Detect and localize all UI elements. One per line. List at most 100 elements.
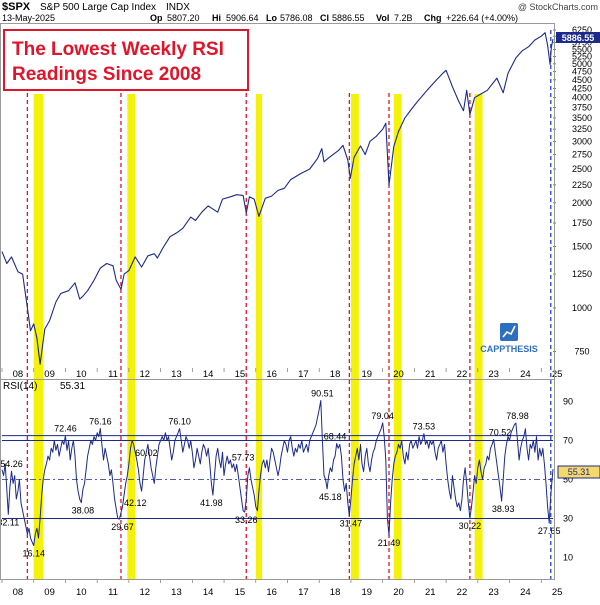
rsi-annotation-15: 45.18 bbox=[319, 492, 342, 502]
low-label: Lo bbox=[266, 13, 277, 23]
rsi-x-tick-label: 22 bbox=[457, 587, 468, 598]
rsi-annotation-24: 27.65 bbox=[538, 526, 561, 536]
highlight-band-price-0 bbox=[33, 94, 44, 379]
rsi-title-value: 55.31 bbox=[60, 381, 85, 392]
logo-text: CAPPTHESIS bbox=[480, 344, 538, 354]
price-tick-label: 3250 bbox=[572, 124, 592, 134]
rsi-annotation-6: 29.67 bbox=[111, 522, 134, 532]
price-tick-label: 2500 bbox=[572, 164, 592, 174]
price-tick-label: 2000 bbox=[572, 198, 592, 208]
rsi-x-tick-label: 13 bbox=[171, 587, 182, 598]
open-value: 5807.20 bbox=[167, 13, 200, 23]
price-tick-label: 1500 bbox=[572, 241, 592, 251]
highlight-band-price-2 bbox=[255, 94, 263, 379]
rsi-annotation-3: 72.46 bbox=[54, 424, 77, 434]
price-x-tick-label: 16 bbox=[266, 369, 277, 380]
price-tick-label: 3750 bbox=[572, 102, 592, 112]
last-price-label: 5886.55 bbox=[562, 33, 595, 43]
rsi-annotation-11: 57.73 bbox=[232, 452, 255, 462]
highlight-band-price-4 bbox=[393, 94, 402, 379]
rsi-tick-label: 10 bbox=[563, 553, 573, 563]
price-tick-label: 3000 bbox=[572, 136, 592, 146]
rsi-x-tick-label: 12 bbox=[139, 587, 150, 598]
change-value: +226.64 (+4.00%) bbox=[446, 13, 518, 23]
rsi-annotation-4: 38.08 bbox=[72, 506, 95, 516]
rsi-x-tick-label: 11 bbox=[108, 587, 118, 598]
rsi-x-tick-label: 16 bbox=[266, 587, 277, 598]
price-x-tick-label: 10 bbox=[76, 369, 87, 380]
high-label: Hi bbox=[212, 13, 221, 23]
close-label: Cl bbox=[320, 13, 329, 23]
rsi-x-tick-label: 14 bbox=[203, 587, 214, 598]
rsi-tick-label: 90 bbox=[563, 397, 573, 407]
price-tick-label: 6250 bbox=[572, 25, 592, 35]
rsi-x-tick-label: 20 bbox=[393, 587, 404, 598]
rsi-annotation-23: 78.98 bbox=[506, 411, 529, 421]
symbol-label: $SPX bbox=[2, 1, 31, 13]
volume-label: Vol bbox=[376, 13, 389, 23]
change-label: Chg bbox=[424, 13, 442, 23]
price-x-tick-label: 08 bbox=[13, 369, 24, 380]
last-price-marker: 5886.55 bbox=[556, 32, 600, 43]
rsi-annotation-12: 33.26 bbox=[235, 515, 258, 525]
rsi-tick-label: 70 bbox=[563, 436, 573, 446]
rsi-annotation-20: 30.22 bbox=[459, 521, 482, 531]
price-x-tick-label: 18 bbox=[330, 369, 341, 380]
price-tick-label: 4500 bbox=[572, 75, 592, 85]
price-tick-label: 3500 bbox=[572, 113, 592, 123]
rsi-annotation-17: 79.04 bbox=[371, 411, 394, 421]
price-tick-label: 5000 bbox=[572, 59, 592, 69]
rsi-annotation-9: 76.10 bbox=[168, 417, 191, 427]
rsi-annotation-16: 31.47 bbox=[340, 519, 363, 529]
price-x-tick-label: 19 bbox=[362, 369, 373, 380]
highlight-band-price-1 bbox=[127, 94, 136, 379]
price-tick-label: 1000 bbox=[572, 303, 592, 313]
price-x-tick-label: 20 bbox=[393, 369, 404, 380]
rsi-x-tick-label: 23 bbox=[488, 587, 499, 598]
price-x-tick-label: 15 bbox=[235, 369, 246, 380]
rsi-annotation-22: 38.93 bbox=[492, 504, 515, 514]
rsi-x-tick-label: 25 bbox=[552, 587, 563, 598]
high-value: 5906.64 bbox=[226, 13, 259, 23]
highlight-band-rsi-0 bbox=[33, 380, 44, 579]
source-label: @ StockCharts.com bbox=[518, 2, 598, 12]
rsi-x-tick-label: 08 bbox=[13, 587, 24, 598]
rsi-annotation-13: 90.51 bbox=[311, 389, 334, 399]
logo-icon bbox=[500, 323, 518, 341]
close-value: 5886.55 bbox=[332, 13, 365, 23]
price-x-tick-label: 21 bbox=[425, 369, 436, 380]
rsi-x-tick-label: 24 bbox=[520, 587, 531, 598]
price-x-tick-label: 25 bbox=[552, 369, 563, 380]
price-x-tick-label: 22 bbox=[457, 369, 468, 380]
rsi-x-tick-label: 15 bbox=[235, 587, 246, 598]
rsi-annotation-5: 76.16 bbox=[89, 416, 112, 426]
open-label: Op bbox=[150, 13, 163, 23]
highlight-band-price-3 bbox=[350, 94, 359, 379]
rsi-tick-label: 50 bbox=[563, 475, 573, 485]
price-tick-label: 1750 bbox=[572, 218, 592, 228]
price-tick-label: 5250 bbox=[572, 51, 592, 61]
volume-value: 7.2B bbox=[394, 13, 413, 23]
rsi-x-tick-label: 18 bbox=[330, 587, 341, 598]
title-line-1: The Lowest Weekly RSI bbox=[12, 39, 224, 60]
price-x-tick-label: 09 bbox=[44, 369, 55, 380]
price-x-tick-label: 24 bbox=[520, 369, 531, 380]
rsi-panel-border bbox=[0, 379, 555, 580]
price-x-tick-label: 12 bbox=[139, 369, 150, 380]
price-x-tick-label: 23 bbox=[488, 369, 499, 380]
rsi-annotation-0: 54.26 bbox=[0, 459, 23, 469]
rsi-x-tick-label: 21 bbox=[425, 587, 436, 598]
rsi-tick-label: 30 bbox=[563, 514, 573, 524]
price-tick-label: 1250 bbox=[572, 269, 592, 279]
rsi-title: RSI(14) bbox=[3, 381, 37, 392]
low-value: 5786.08 bbox=[280, 13, 313, 23]
rsi-annotation-19: 73.53 bbox=[413, 422, 436, 432]
rsi-last-label: 55.31 bbox=[568, 467, 591, 477]
title-box bbox=[3, 29, 249, 91]
rsi-annotation-18: 21.49 bbox=[378, 538, 401, 548]
rsi-annotation-21: 70.52 bbox=[489, 427, 512, 437]
title-line-2: Readings Since 2008 bbox=[12, 64, 201, 85]
price-tick-label: 4250 bbox=[572, 83, 592, 93]
price-tick-label: 2250 bbox=[572, 180, 592, 190]
